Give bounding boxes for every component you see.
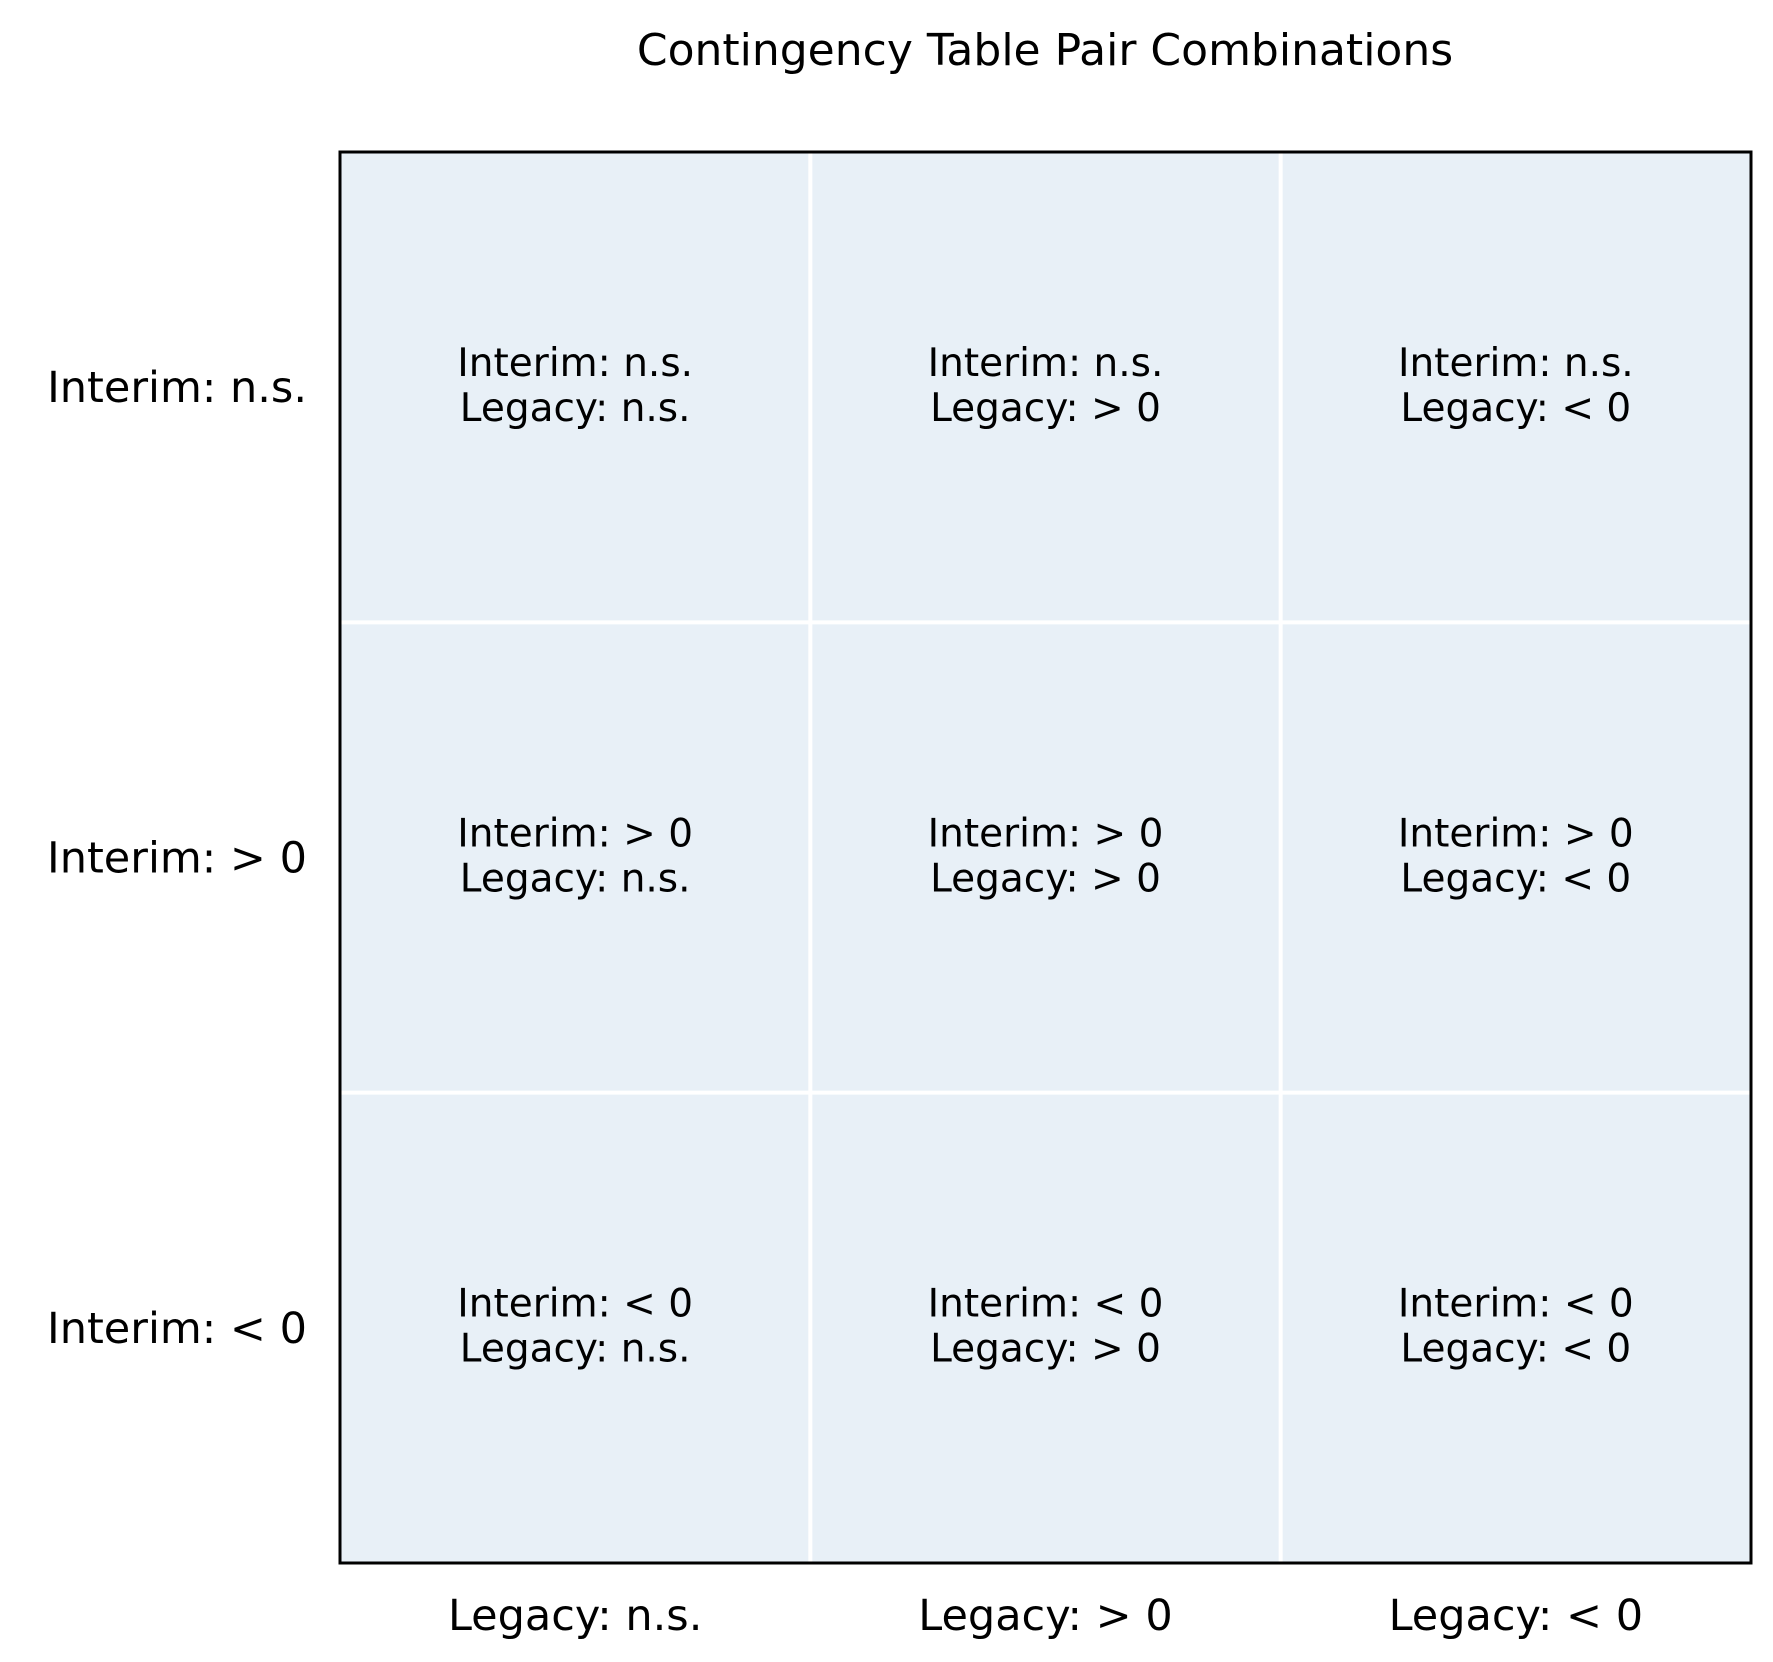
row-labels: Interim: n.s. Interim: > 0 Interim: < 0 [47, 363, 307, 1354]
row-label: Interim: < 0 [47, 1304, 307, 1354]
cell-line-2: Legacy: > 0 [930, 1327, 1161, 1372]
cell-background [810, 622, 1281, 1093]
cell-background [810, 1092, 1281, 1563]
cell-background [340, 152, 811, 623]
chart-title: Contingency Table Pair Combinations [637, 25, 1453, 76]
cell-line-1: Interim: > 0 [457, 811, 693, 856]
table-cell: Interim: n.s.Legacy: n.s. [340, 152, 811, 623]
cell-background [1280, 152, 1751, 623]
cell-background [340, 1092, 811, 1563]
plot-frame [338, 150, 1753, 1565]
cell-line-2: Legacy: < 0 [1400, 386, 1631, 431]
row-label: Interim: > 0 [47, 834, 307, 884]
cell-line-2: Legacy: < 0 [1400, 1327, 1631, 1372]
table-cell: Interim: n.s.Legacy: < 0 [1280, 152, 1751, 623]
column-label: Legacy: > 0 [918, 1591, 1172, 1641]
cell-line-1: Interim: n.s. [457, 341, 693, 386]
cell-line-1: Interim: n.s. [928, 341, 1164, 386]
cell-line-1: Interim: < 0 [928, 1282, 1164, 1327]
cell-background [1280, 1092, 1751, 1563]
column-label: Legacy: < 0 [1389, 1591, 1643, 1641]
column-label: Legacy: n.s. [448, 1591, 702, 1641]
column-labels: Legacy: n.s. Legacy: > 0 Legacy: < 0 [448, 1591, 1643, 1641]
cell-line-2: Legacy: n.s. [460, 1327, 691, 1372]
grid-lines [340, 152, 1751, 1563]
cell-line-1: Interim: < 0 [457, 1282, 693, 1327]
table-cell: Interim: n.s.Legacy: > 0 [810, 152, 1281, 623]
cell-background [1280, 622, 1751, 1093]
cell-line-2: Legacy: > 0 [930, 856, 1161, 901]
cell-background [810, 152, 1281, 623]
cell-background [340, 622, 811, 1093]
cell-line-1: Interim: < 0 [1398, 1282, 1634, 1327]
cell-line-1: Interim: n.s. [1398, 341, 1634, 386]
cell-line-1: Interim: > 0 [1398, 811, 1634, 856]
cell-line-1: Interim: > 0 [928, 811, 1164, 856]
cell-line-2: Legacy: n.s. [460, 386, 691, 431]
row-label: Interim: n.s. [47, 363, 307, 413]
cell-line-2: Legacy: < 0 [1400, 856, 1631, 901]
cell-line-2: Legacy: n.s. [460, 856, 691, 901]
table-cells: Interim: n.s.Legacy: n.s.Interim: n.s.Le… [340, 152, 1751, 1563]
cell-line-2: Legacy: > 0 [930, 386, 1161, 431]
